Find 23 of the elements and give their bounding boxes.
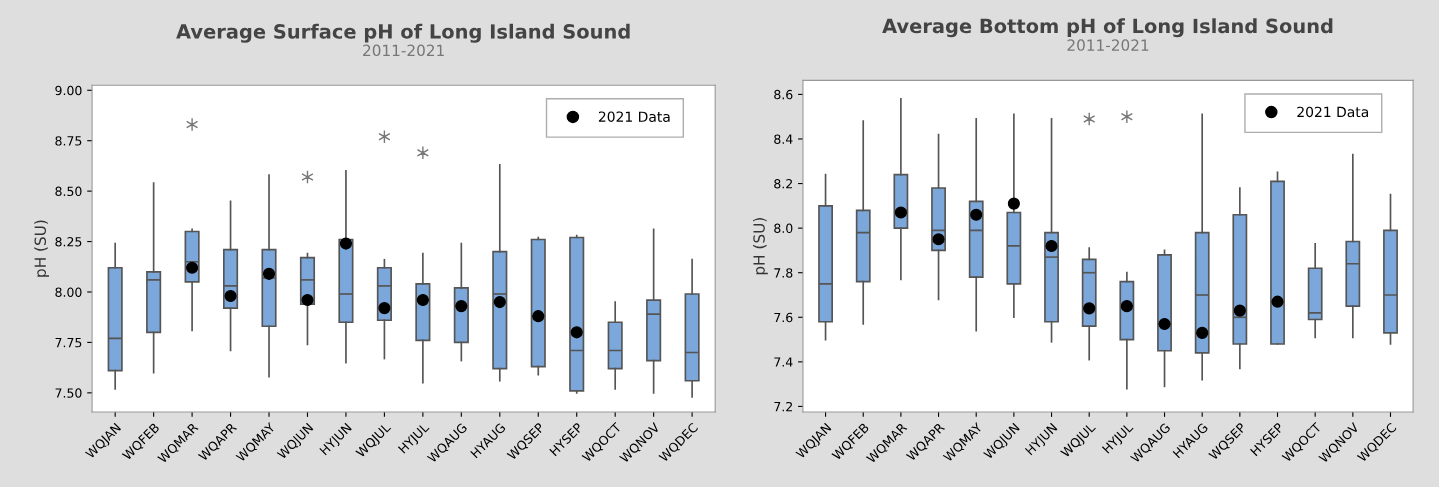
y-tick-label: 7.50	[55, 388, 82, 398]
chart-title: Average Bottom pH of Long Island Sound	[882, 18, 1333, 38]
chart-subtitle: 2011-2021	[1067, 39, 1149, 51]
chart-title: Average Surface pH of Long Island Sound	[176, 23, 630, 43]
y-tick-label: 8.50	[55, 186, 82, 197]
y-tick-label: 8.75	[55, 136, 82, 146]
chart-subtitle: 2011-2021	[363, 44, 444, 57]
y-tick-label: 8.25	[55, 237, 82, 247]
legend-label: 2021 Data	[598, 111, 670, 122]
y-tick-label: 8.6	[774, 89, 793, 100]
y-tick-label: 7.75	[55, 338, 82, 348]
y-tick-label: 8.00	[55, 287, 82, 297]
y-tick-label: 7.2	[774, 401, 792, 412]
y-tick-label: 7.6	[774, 312, 793, 323]
y-tick-label: 8.2	[774, 179, 792, 189]
y-axis-title: pH (SU)	[753, 218, 768, 275]
y-tick-label: 7.8	[774, 268, 793, 278]
y-tick-label: 9.00	[55, 85, 82, 96]
legend-label: 2021 Data	[1297, 106, 1368, 118]
y-tick-label: 8.0	[774, 223, 793, 234]
y-axis-title: pH (SU)	[34, 220, 49, 277]
y-tick-label: 7.4	[774, 357, 793, 367]
y-tick-label: 8.4	[774, 134, 793, 144]
